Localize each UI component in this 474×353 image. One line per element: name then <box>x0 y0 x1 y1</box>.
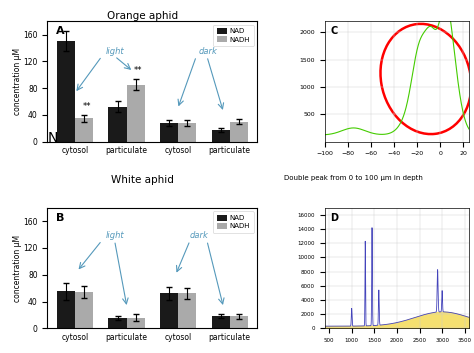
Legend: NAD, NADH: NAD, NADH <box>213 25 254 46</box>
Text: Orange aphid: Orange aphid <box>107 11 178 20</box>
Y-axis label: concentration μM: concentration μM <box>13 48 22 115</box>
Text: Double peak from 0 to 100 μm in depth: Double peak from 0 to 100 μm in depth <box>284 175 422 181</box>
Bar <box>229 121 248 142</box>
Text: B: B <box>56 213 64 223</box>
Text: dark: dark <box>190 231 209 240</box>
Text: N: N <box>47 131 58 145</box>
Text: C: C <box>330 26 337 36</box>
Bar <box>211 130 229 142</box>
Bar <box>229 316 248 328</box>
Bar <box>160 123 178 142</box>
Text: White aphid: White aphid <box>111 175 173 185</box>
Text: dark: dark <box>199 47 218 56</box>
Bar <box>178 123 196 142</box>
Bar <box>160 293 178 328</box>
Text: light: light <box>106 47 125 56</box>
Legend: NAD, NADH: NAD, NADH <box>213 211 254 233</box>
Bar <box>211 316 229 328</box>
Bar <box>127 318 145 328</box>
Text: A: A <box>56 26 64 36</box>
Bar <box>109 107 127 142</box>
Text: **: ** <box>82 102 91 111</box>
Text: **: ** <box>134 66 142 76</box>
Bar <box>57 41 75 142</box>
Bar <box>109 318 127 328</box>
Bar <box>75 118 93 142</box>
Bar <box>178 293 196 328</box>
Bar <box>57 292 75 328</box>
Y-axis label: concentration μM: concentration μM <box>13 234 22 301</box>
Text: D: D <box>330 213 338 223</box>
Bar <box>75 292 93 328</box>
Bar <box>127 85 145 142</box>
Text: light: light <box>106 231 125 240</box>
